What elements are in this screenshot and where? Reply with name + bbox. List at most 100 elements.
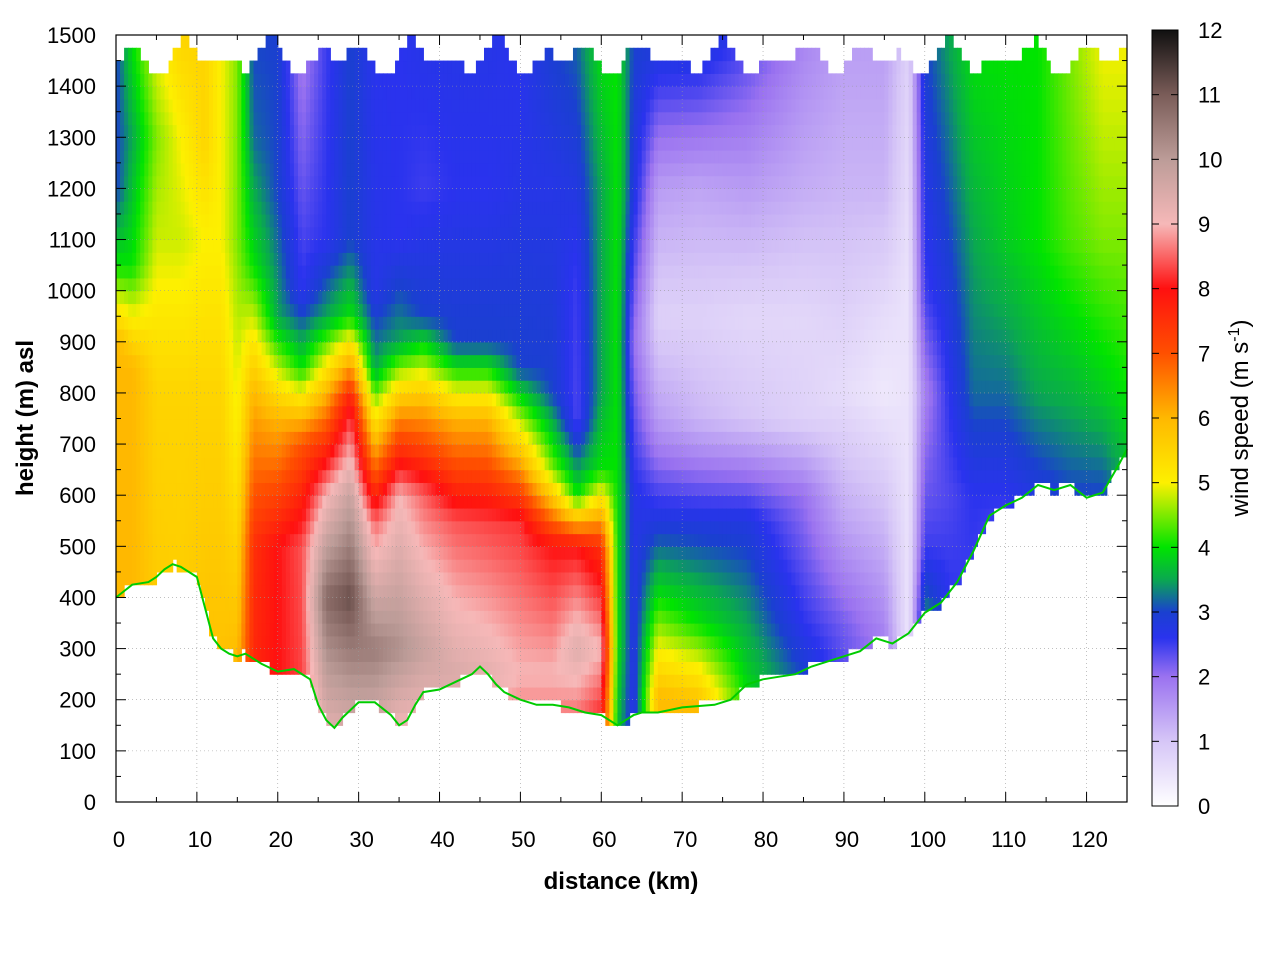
heatmap-cell [156,520,162,535]
heatmap-cell [116,162,121,177]
heatmap-cell [221,175,226,189]
heatmap-cell [233,162,238,177]
heatmap-cell [492,597,497,611]
heatmap-cell [524,303,530,317]
heatmap-cell [484,47,489,62]
heatmap-cell [346,559,352,573]
heatmap-cell [120,507,125,522]
heatmap-cell [459,469,465,484]
heatmap-cell [362,456,368,471]
heatmap-cell [273,137,279,151]
heatmap-cell [532,635,538,650]
heatmap-cell [209,380,214,394]
heatmap-cell [140,175,145,189]
heatmap-cell [281,316,287,330]
heatmap-cell [164,354,170,368]
heatmap-cell [374,686,380,701]
heatmap-cell [249,469,255,484]
heatmap-cell [293,495,299,509]
heatmap-cell [164,431,170,445]
heatmap-cell [322,507,327,522]
heatmap-cell [209,150,214,164]
heatmap-cell [310,354,315,368]
heatmap-cell [318,661,323,675]
heatmap-cell [306,213,311,228]
heatmap-cell [204,405,210,420]
heatmap-cell [362,341,368,356]
heatmap-cell [209,277,214,292]
heatmap-cell [297,277,303,292]
heatmap-cell [455,175,461,189]
heatmap-cell [350,150,356,164]
heatmap-cell [132,252,137,266]
heatmap-cell [253,329,259,343]
heatmap-cell [431,341,437,356]
heatmap-cell [378,584,384,599]
heatmap-cell [338,316,344,330]
heatmap-cell [293,137,299,151]
heatmap-cell [475,367,481,381]
heatmap-cell [350,86,356,100]
heatmap-cell [346,226,352,241]
heatmap-cell [120,162,125,177]
heatmap-cell [148,456,153,471]
heatmap-cell [427,661,433,675]
heatmap-cell [536,201,542,215]
heatmap-cell [512,354,517,368]
heatmap-cell [253,444,259,458]
heatmap-cell [200,124,206,138]
heatmap-cell [354,201,360,215]
heatmap-cell [273,98,279,113]
heatmap-cell [200,571,206,586]
heatmap-cell [532,571,538,586]
heatmap-cell [528,635,534,650]
heatmap-cell [245,584,251,599]
heatmap-cell [285,239,291,253]
heatmap-cell [423,623,428,637]
heatmap-cell [350,597,356,611]
heatmap-cell [488,546,493,560]
heatmap-cell [508,239,513,253]
heatmap-cell [354,520,360,535]
heatmap-cell [245,111,251,126]
heatmap-cell [415,533,420,547]
heatmap-cell [253,188,259,202]
heatmap-cell [241,213,246,228]
heatmap-cell [261,520,267,535]
heatmap-cell [455,520,461,535]
heatmap-cell [326,380,331,394]
heatmap-cell [536,674,542,688]
heatmap-cell [124,316,129,330]
heatmap-cell [237,559,242,573]
heatmap-cell [496,303,501,317]
heatmap-cell [265,213,271,228]
heatmap-cell [128,380,133,394]
heatmap-cell [431,495,437,509]
heatmap-cell [447,444,453,458]
heatmap-cell [306,597,311,611]
heatmap-cell [144,162,149,177]
heatmap-cell [528,188,534,202]
heatmap-cell [136,303,141,317]
heatmap-cell [237,380,242,394]
heatmap-cell [508,124,513,138]
heatmap-cell [459,252,465,266]
heatmap-cell [423,648,428,662]
heatmap-cell [386,277,392,292]
heatmap-cell [492,520,497,535]
heatmap-cell [241,456,246,471]
heatmap-cell [447,635,453,650]
heatmap-cell [395,444,400,458]
heatmap-cell [180,35,186,49]
heatmap-cell [435,86,441,100]
heatmap-cell [249,597,255,611]
heatmap-cell [269,316,275,330]
heatmap-cell [289,150,295,164]
heatmap-cell [528,533,534,547]
heatmap-cell [152,213,158,228]
heatmap-cell [524,674,530,688]
heatmap-cell [475,546,481,560]
heatmap-cell [520,252,526,266]
heatmap-cell [217,150,222,164]
heatmap-cell [435,162,441,177]
